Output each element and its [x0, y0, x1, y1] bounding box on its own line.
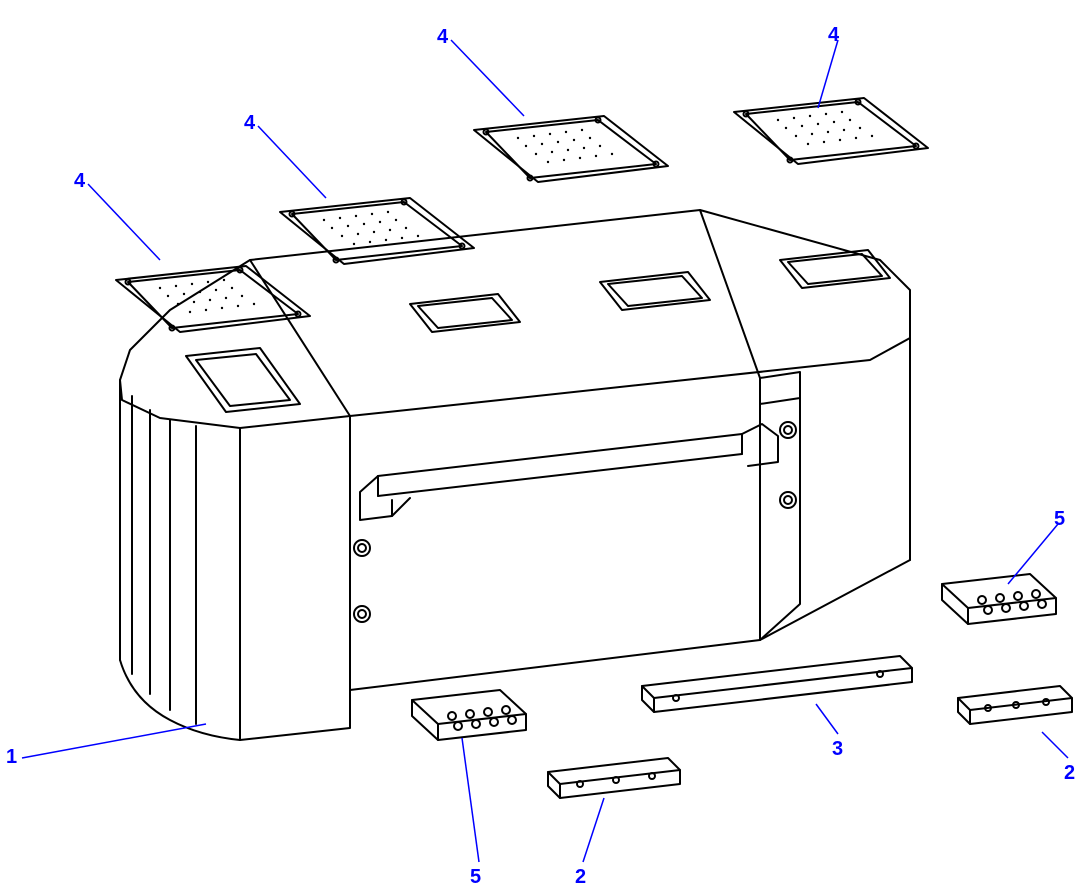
callout-label-c4c: 4	[437, 26, 448, 49]
callout-label-c4b: 4	[244, 112, 255, 135]
callout-leader-c4a	[88, 184, 160, 260]
callout-label-c1: 1	[6, 746, 17, 769]
callout-label-c3: 3	[832, 738, 843, 761]
callout-leader-c4d	[818, 40, 838, 108]
callout-leader-c3	[816, 704, 838, 734]
callout-leader-c5a	[462, 738, 479, 862]
callout-label-c2b: 2	[1064, 762, 1075, 785]
callout-leader-c2b	[1042, 732, 1068, 758]
callout-label-c4d: 4	[828, 24, 839, 47]
callout-label-c2a: 2	[575, 866, 586, 889]
callout-label-c5a: 5	[470, 866, 481, 889]
callout-label-c4a: 4	[74, 170, 85, 193]
diagram-stage: 1 2 2 3 4 4 4 4 5 5	[0, 0, 1090, 895]
callout-leader-c4b	[258, 126, 326, 198]
callout-leader-c1	[22, 724, 206, 758]
callout-label-c5b: 5	[1054, 508, 1065, 531]
callout-leader-c4c	[451, 40, 524, 116]
exploded-drawing	[0, 0, 1090, 895]
callout-leader-c2a	[583, 798, 604, 862]
callout-leader-c5b	[1008, 524, 1058, 584]
